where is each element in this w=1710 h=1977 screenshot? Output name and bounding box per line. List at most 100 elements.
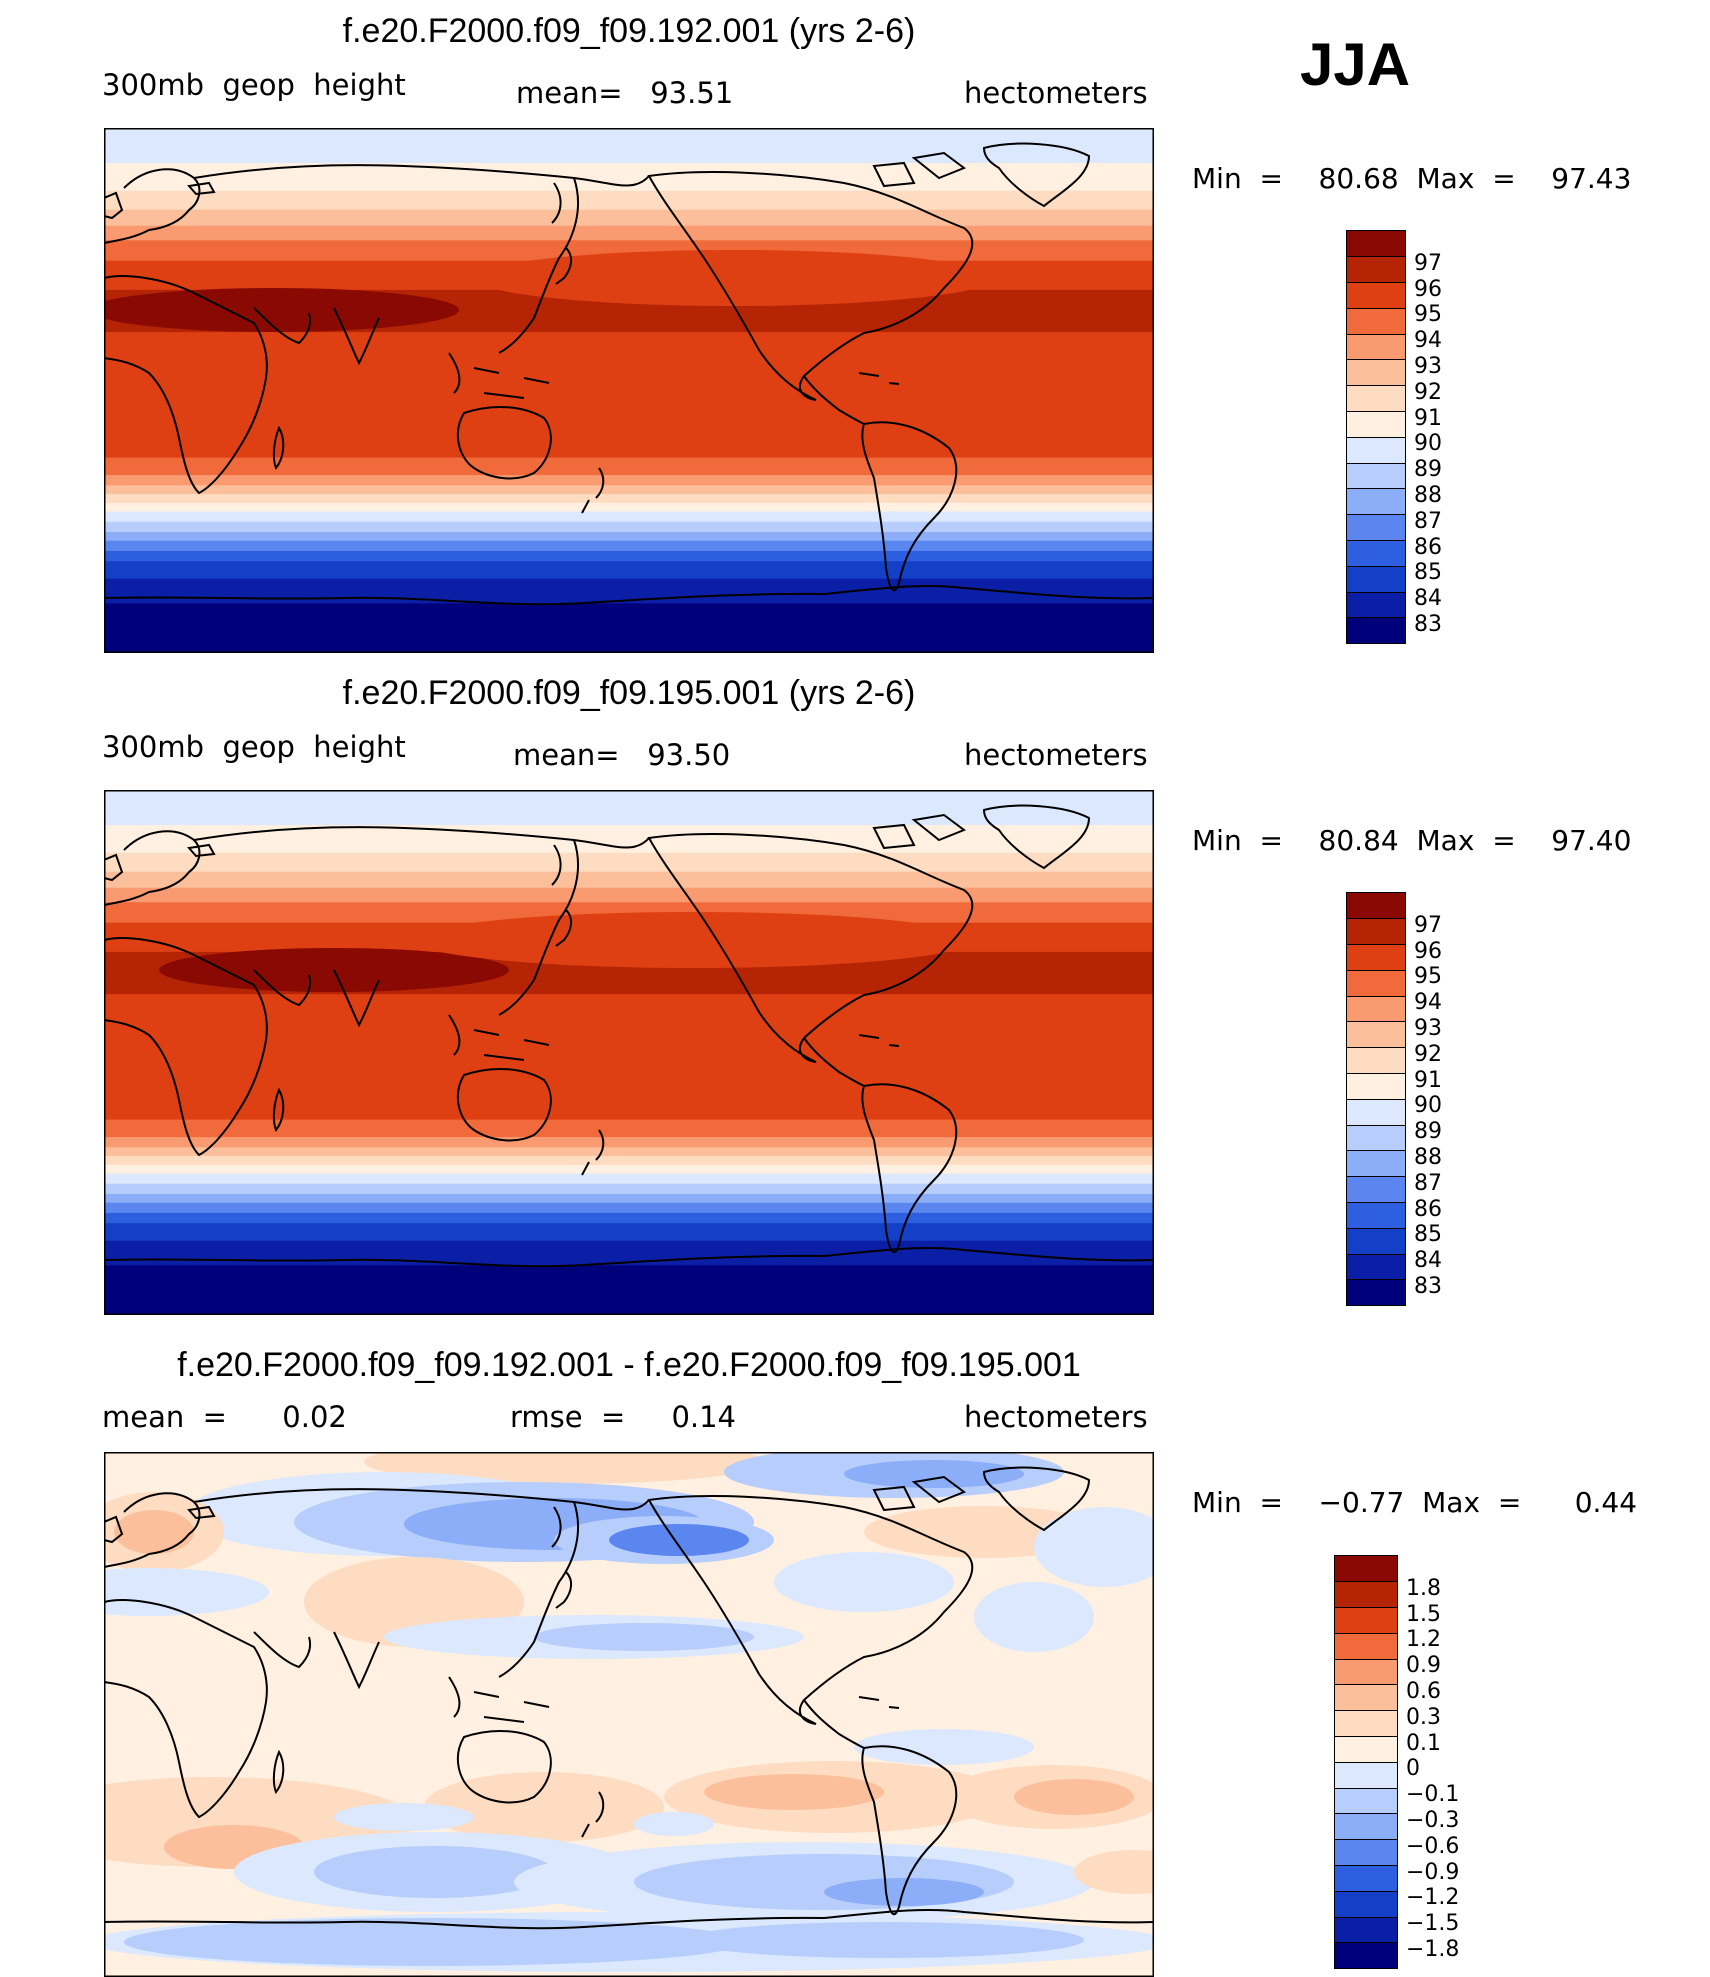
zonal-band bbox=[104, 155, 1154, 158]
zonal-band bbox=[104, 426, 1154, 430]
zonal-band bbox=[104, 368, 1154, 371]
zonal-band bbox=[104, 176, 1154, 179]
zonal-band bbox=[104, 317, 1154, 320]
zonal-band bbox=[104, 1227, 1154, 1230]
zonal-band bbox=[104, 504, 1154, 507]
zonal-band bbox=[104, 1078, 1154, 1081]
zonal-band bbox=[104, 534, 1154, 537]
zonal-band bbox=[104, 1077, 1154, 1080]
zonal-band bbox=[104, 434, 1154, 437]
zonal-band bbox=[104, 320, 1154, 323]
zonal-band bbox=[104, 899, 1154, 902]
coastline bbox=[272, 1749, 285, 1794]
zonal-band bbox=[104, 644, 1154, 647]
zonal-band bbox=[104, 209, 1154, 212]
zonal-band bbox=[104, 634, 1154, 637]
zonal-band bbox=[104, 562, 1154, 565]
coastline bbox=[253, 307, 312, 345]
zonal-band bbox=[104, 397, 1154, 400]
zonal-band bbox=[104, 329, 1154, 332]
zonal-band bbox=[104, 1266, 1154, 1269]
zonal-band bbox=[104, 324, 1154, 327]
zonal-band bbox=[104, 195, 1154, 198]
zonal-band bbox=[104, 145, 1154, 148]
zonal-band bbox=[104, 542, 1154, 545]
zonal-band bbox=[104, 198, 1154, 201]
zonal-band bbox=[104, 1105, 1154, 1108]
zonal-band bbox=[104, 1167, 1154, 1170]
zonal-band bbox=[104, 1026, 1154, 1029]
zonal-band bbox=[104, 1070, 1154, 1073]
zonal-band bbox=[104, 823, 1154, 826]
zonal-band bbox=[104, 1061, 1154, 1064]
zonal-band bbox=[104, 540, 1154, 543]
zonal-band bbox=[104, 600, 1154, 603]
zonal-band bbox=[104, 1088, 1154, 1092]
zonal-band bbox=[104, 205, 1154, 208]
zonal-band bbox=[104, 371, 1154, 374]
zonal-band bbox=[104, 1205, 1154, 1208]
zonal-band bbox=[104, 380, 1154, 383]
zonal-band bbox=[104, 1304, 1154, 1307]
zonal-band bbox=[104, 628, 1154, 631]
coastline bbox=[456, 1729, 552, 1804]
colorbar-swatch bbox=[1346, 591, 1406, 619]
zonal-band bbox=[104, 149, 1154, 152]
zonal-band bbox=[104, 494, 1154, 497]
colorbar-tick-label: 92 bbox=[1414, 1041, 1442, 1067]
zonal-band bbox=[104, 1269, 1154, 1272]
zonal-band bbox=[104, 1297, 1154, 1300]
zonal-band bbox=[104, 1157, 1154, 1160]
zonal-band bbox=[104, 362, 1154, 365]
zonal-band bbox=[104, 1097, 1154, 1100]
zonal-band bbox=[104, 132, 1154, 135]
zonal-band bbox=[104, 333, 1154, 336]
zonal-band bbox=[104, 418, 1154, 421]
zonal-band bbox=[104, 622, 1154, 625]
zonal-band bbox=[104, 1284, 1154, 1287]
zonal-band bbox=[104, 1253, 1154, 1256]
zonal-band bbox=[104, 1103, 1154, 1106]
zonal-band bbox=[104, 1191, 1154, 1194]
zonal-band bbox=[104, 1086, 1154, 1089]
zonal-band bbox=[104, 1237, 1154, 1240]
zonal-band bbox=[104, 498, 1154, 501]
colorbar-tick-label: 88 bbox=[1414, 1145, 1442, 1170]
panel-1-units-label: hectometers bbox=[964, 76, 1148, 110]
panel-2-map-svg bbox=[104, 790, 1154, 1315]
zonal-band bbox=[104, 391, 1154, 395]
zonal-band bbox=[104, 491, 1154, 494]
zonal-band bbox=[104, 435, 1154, 438]
coastline bbox=[187, 181, 216, 196]
zonal-band bbox=[104, 1094, 1154, 1097]
zonal-band bbox=[104, 454, 1154, 457]
zonal-band bbox=[104, 827, 1154, 830]
zonal-band bbox=[104, 865, 1154, 868]
colorbar-swatch bbox=[1334, 1916, 1398, 1944]
zonal-band bbox=[104, 478, 1154, 481]
zonal-band bbox=[104, 508, 1154, 511]
zonal-band bbox=[104, 612, 1154, 615]
zonal-band bbox=[104, 631, 1154, 634]
zonal-band bbox=[104, 588, 1154, 591]
zonal-band bbox=[104, 591, 1154, 594]
colorbar-swatch bbox=[1346, 462, 1406, 490]
zonal-band bbox=[104, 1091, 1154, 1094]
zonal-band bbox=[104, 1185, 1154, 1188]
colorbar-swatch bbox=[1346, 995, 1406, 1023]
zonal-band bbox=[104, 601, 1154, 605]
coastline bbox=[253, 969, 312, 1007]
colorbar-tick-label: 97 bbox=[1414, 912, 1442, 938]
zonal-band bbox=[104, 219, 1154, 222]
zonal-band bbox=[104, 444, 1154, 447]
colorbar-swatch bbox=[1346, 384, 1406, 413]
zonal-band bbox=[104, 647, 1154, 650]
zonal-band bbox=[104, 1055, 1154, 1058]
zonal-band bbox=[104, 321, 1154, 325]
zonal-band bbox=[104, 1250, 1154, 1253]
zonal-band bbox=[104, 364, 1154, 367]
colorbar-swatch bbox=[1346, 410, 1406, 438]
zonal-band bbox=[104, 881, 1154, 884]
zonal-band bbox=[104, 1255, 1154, 1258]
zonal-band bbox=[104, 833, 1154, 836]
